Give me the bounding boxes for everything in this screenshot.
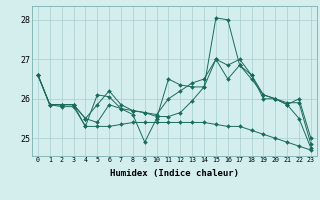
X-axis label: Humidex (Indice chaleur): Humidex (Indice chaleur)	[110, 169, 239, 178]
